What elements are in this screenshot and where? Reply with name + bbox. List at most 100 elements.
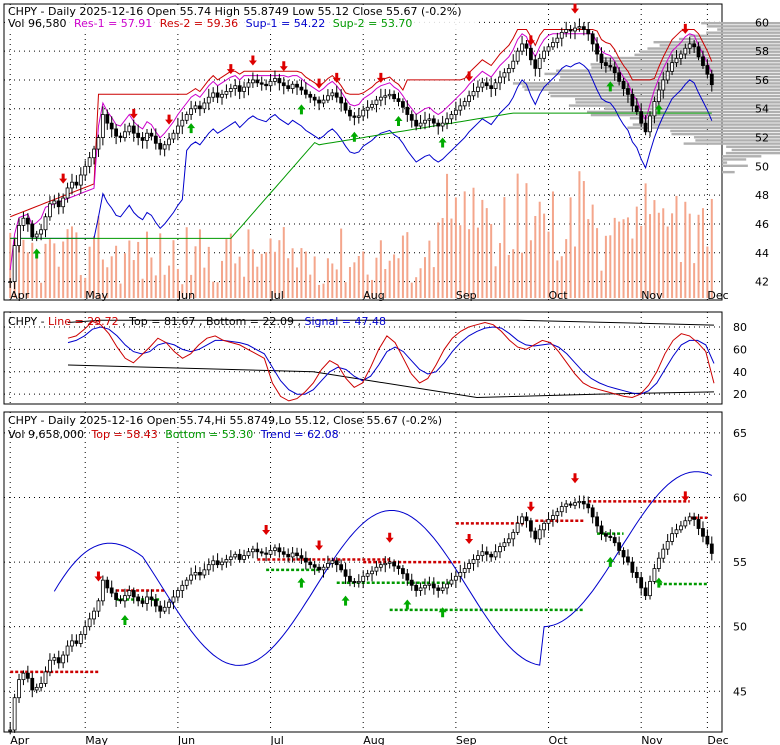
trend-candle-body <box>228 556 233 560</box>
trend-candle-body <box>634 572 639 578</box>
candle-body <box>303 89 308 95</box>
sup1-line <box>10 62 713 239</box>
sup1-label: Sup-1 = 54.22 <box>246 17 326 30</box>
volume-bar <box>44 243 47 298</box>
volume-bar <box>340 228 343 298</box>
trend-candle-body <box>83 626 88 635</box>
trend-candle-body <box>506 538 511 544</box>
price-y-tick-label: 44 <box>755 247 769 260</box>
volume-bar <box>710 198 713 298</box>
candle-body <box>83 165 88 176</box>
volume-bar <box>238 256 241 298</box>
candle-body <box>43 216 48 231</box>
candle-body <box>528 47 533 61</box>
profile-bar <box>731 148 780 152</box>
volume-bar <box>344 282 347 298</box>
volume-bar <box>207 246 210 298</box>
trend-x-tick-label: Dec <box>707 734 728 745</box>
trend-candle-body <box>259 551 264 554</box>
candle-body <box>343 102 348 111</box>
volume-bar <box>472 187 475 298</box>
trend-down-arrow <box>262 524 271 535</box>
volume-bars <box>9 171 713 298</box>
trend-down-arrow <box>315 540 324 551</box>
trend-candle-body <box>308 561 313 566</box>
trend-down-arrow <box>571 473 580 484</box>
trend-x-tick-label: Apr <box>10 734 30 745</box>
candle-body <box>131 125 136 134</box>
candle-body <box>281 82 286 87</box>
trend-candle-body <box>39 683 43 688</box>
trend-candle-body <box>290 552 295 558</box>
trend-candle-body <box>586 503 591 509</box>
candle-body <box>211 92 216 98</box>
candle-body <box>149 132 154 137</box>
trend-candle-body <box>431 583 436 589</box>
volume-bar <box>335 269 338 298</box>
volume-bar <box>203 267 206 298</box>
trend-line <box>53 471 712 666</box>
volume-bar <box>185 227 188 298</box>
candle-body <box>546 46 551 52</box>
volume-bar <box>304 251 307 298</box>
osc-top-label: Top = 81.67 <box>128 315 195 328</box>
volume-bar <box>547 231 550 298</box>
profile-bar <box>722 155 762 158</box>
candle-body <box>692 43 697 48</box>
price-header-bg <box>5 5 475 32</box>
candle-body <box>489 85 494 89</box>
volume-bar <box>450 218 453 298</box>
res1-label: Res-1 = 57.91 <box>74 17 152 30</box>
volume-bar <box>84 277 87 298</box>
trend-candle-body <box>34 686 39 691</box>
volume-bar <box>609 235 612 298</box>
trend-candle-body <box>559 506 564 513</box>
volume-bar <box>578 171 581 298</box>
candle-body <box>140 137 145 141</box>
candle-body <box>295 83 299 88</box>
candle-body <box>189 108 194 115</box>
volume-bar <box>679 262 682 298</box>
trend-candle-body <box>573 502 577 506</box>
profile-bar <box>590 63 780 66</box>
trend-candle-body <box>409 579 414 586</box>
candle-body <box>709 73 714 86</box>
trend-candle-body <box>453 575 458 581</box>
volume-bar <box>388 260 391 298</box>
down-arrow <box>332 72 341 83</box>
volume-bar <box>57 266 60 298</box>
volume-bar <box>485 208 488 298</box>
trend-candle-body <box>652 568 657 582</box>
candle-body <box>202 102 207 110</box>
up-arrow <box>438 137 447 148</box>
candle-body <box>228 88 233 92</box>
volume-bar <box>101 259 104 298</box>
volume-bar <box>97 216 100 298</box>
price-y-tick-label: 42 <box>755 276 769 289</box>
trend-candle-body <box>303 557 308 563</box>
volume-bar <box>591 204 594 298</box>
candle-body <box>498 76 502 84</box>
trend-arrows <box>94 473 690 626</box>
trend-candle-body <box>334 560 339 566</box>
up-arrow <box>297 104 306 115</box>
volume-bar <box>613 217 616 298</box>
candle-body <box>61 197 66 208</box>
trend-candle-body <box>511 531 516 540</box>
volume-bar <box>468 229 471 298</box>
trend-candle-body <box>140 600 145 604</box>
candle-body <box>643 122 648 133</box>
volume-bar <box>521 252 524 298</box>
profile-bar <box>634 53 780 57</box>
candle-body <box>484 82 489 87</box>
volume-bar <box>569 197 572 298</box>
candle-body <box>308 93 313 98</box>
trend-candle-body <box>648 581 652 597</box>
volume-bar <box>371 279 374 298</box>
trend-candle-body <box>498 546 502 553</box>
candle-body <box>286 85 291 89</box>
volume-bar <box>653 200 656 298</box>
volume-bar <box>154 275 157 298</box>
trend-candle-body <box>127 590 132 597</box>
trend-candle-body <box>577 500 582 504</box>
